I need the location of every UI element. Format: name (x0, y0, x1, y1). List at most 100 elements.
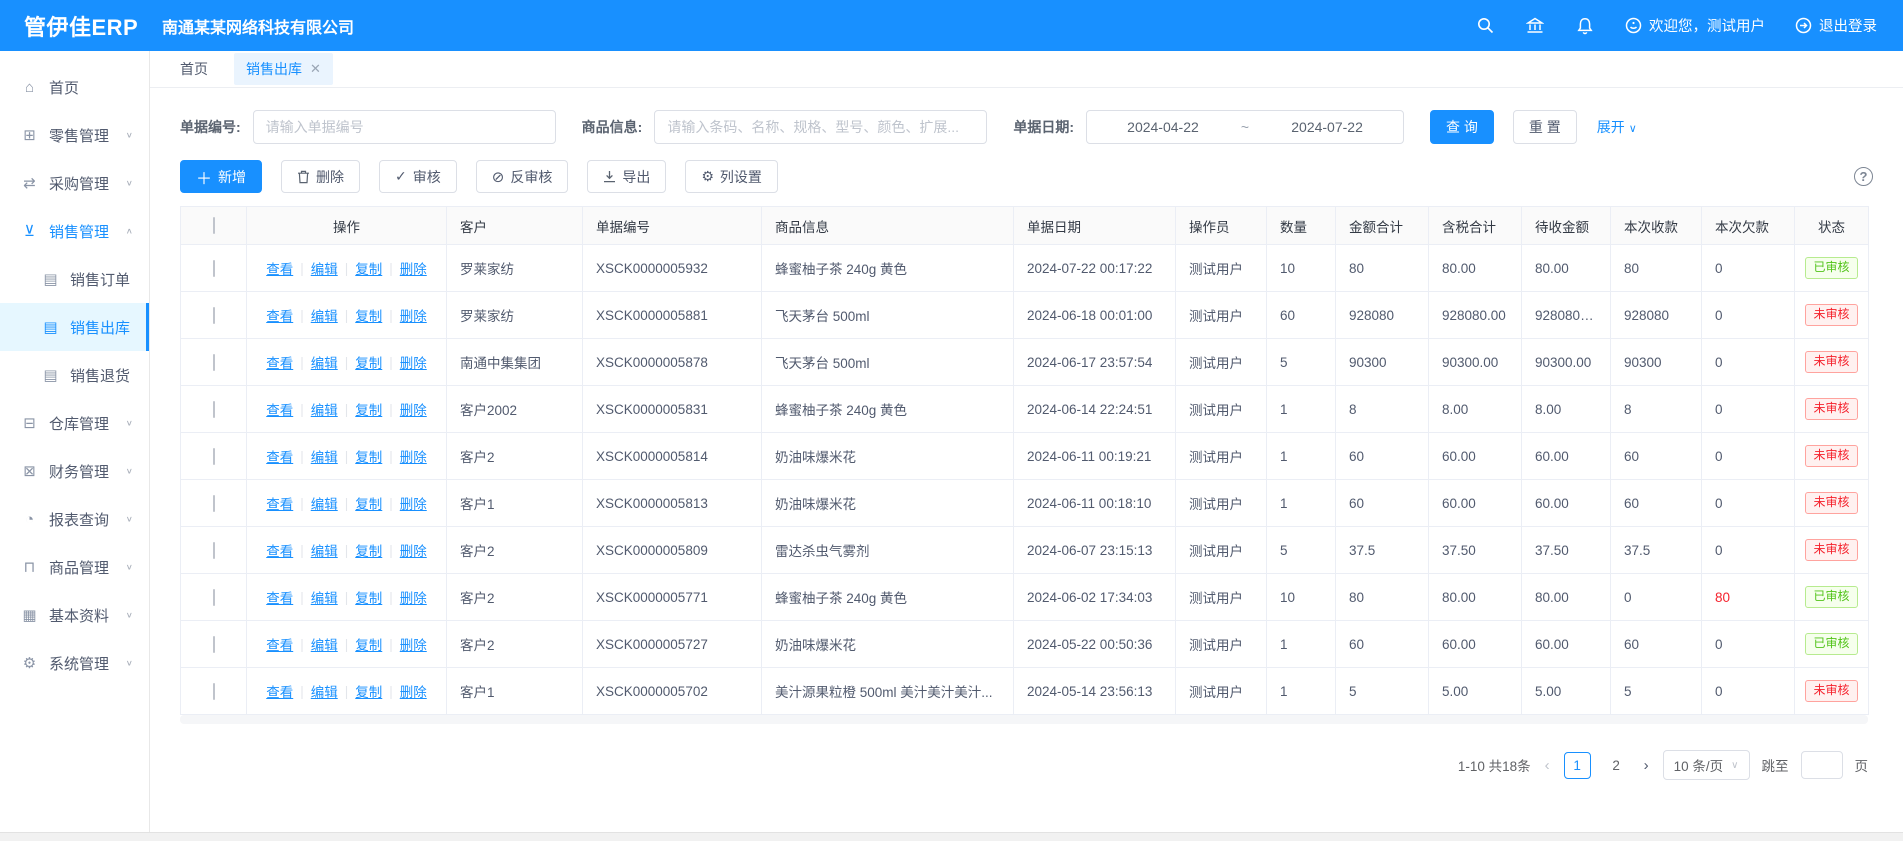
row-action-edit[interactable]: 编辑 (310, 309, 338, 324)
action-separator: | (389, 636, 393, 652)
unaudit-button[interactable]: ⊘ 反审核 (475, 160, 569, 193)
sidebar-item-label: 零售管理 (49, 127, 110, 145)
chevron-down-icon: ∨ (125, 466, 133, 476)
row-checkbox[interactable] (212, 682, 215, 700)
sidebar-item-sales-order[interactable]: ▤ 销售订单 (0, 255, 149, 303)
help-icon[interactable]: ? (1854, 167, 1873, 186)
row-action-edit[interactable]: 编辑 (310, 403, 338, 418)
row-action-delete[interactable]: 删除 (399, 591, 427, 606)
page-1-button[interactable]: 1 (1563, 751, 1591, 779)
row-action-copy[interactable]: 复制 (355, 356, 383, 371)
row-action-delete[interactable]: 删除 (399, 356, 427, 371)
row-action-edit[interactable]: 编辑 (310, 685, 338, 700)
delete-button[interactable]: 删除 (281, 160, 361, 193)
row-action-edit[interactable]: 编辑 (310, 262, 338, 277)
tab-sales-outbound[interactable]: 销售出库 ✕ (234, 53, 333, 85)
row-action-edit[interactable]: 编辑 (310, 591, 338, 606)
sidebar-item-sales-return[interactable]: ▤ 销售退货 (0, 351, 149, 399)
sidebar-item-goods[interactable]: ⊓ 商品管理 ∨ (0, 543, 149, 591)
row-action-copy[interactable]: 复制 (355, 403, 383, 418)
user-welcome[interactable]: 欢迎您，测试用户 (1625, 15, 1765, 36)
row-action-delete[interactable]: 删除 (399, 262, 427, 277)
sidebar-item-purchase[interactable]: ⇄ 采购管理 ∨ (0, 159, 149, 207)
row-operator: 测试用户 (1175, 667, 1267, 715)
page-2-button[interactable]: 2 (1612, 757, 1620, 773)
row-checkbox[interactable] (212, 635, 215, 653)
row-checkbox[interactable] (212, 588, 215, 606)
audit-button[interactable]: ✓ 审核 (379, 160, 457, 193)
row-action-copy[interactable]: 复制 (355, 638, 383, 653)
window-bottom-scrollbar[interactable] (0, 832, 1903, 841)
row-action-delete[interactable]: 删除 (399, 544, 427, 559)
sidebar-item-basic-data[interactable]: ▦ 基本资料 ∨ (0, 591, 149, 639)
row-checkbox[interactable] (212, 447, 215, 465)
row-action-copy[interactable]: 复制 (355, 544, 383, 559)
sidebar-item-finance[interactable]: ⊠ 财务管理 ∨ (0, 447, 149, 495)
row-action-view[interactable]: 查看 (266, 356, 294, 371)
bank-icon[interactable] (1525, 16, 1545, 36)
column-settings-button[interactable]: ⚙ 列设置 (685, 160, 778, 193)
row-checkbox[interactable] (212, 541, 215, 559)
row-action-copy[interactable]: 复制 (355, 450, 383, 465)
row-action-view[interactable]: 查看 (266, 450, 294, 465)
bell-icon[interactable] (1575, 16, 1595, 36)
row-action-edit[interactable]: 编辑 (310, 638, 338, 653)
row-checkbox[interactable] (212, 400, 215, 418)
select-all-checkbox[interactable] (212, 217, 215, 234)
row-action-delete[interactable]: 删除 (399, 403, 427, 418)
row-action-view[interactable]: 查看 (266, 638, 294, 653)
expand-link[interactable]: 展开 ∨ (1596, 119, 1637, 135)
row-action-delete[interactable]: 删除 (399, 309, 427, 324)
product-info-input[interactable] (667, 119, 975, 135)
date-range-picker[interactable]: 2024-04-22 ~ 2024-07-22 (1086, 110, 1405, 144)
sidebar-item-reports[interactable]: ◔ 报表查询 ∨ (0, 495, 149, 543)
row-action-delete[interactable]: 删除 (399, 497, 427, 512)
tab-close-icon[interactable]: ✕ (310, 61, 321, 76)
table-horizontal-scrollbar[interactable] (180, 715, 1868, 724)
jump-page-input[interactable] (1800, 751, 1843, 779)
prev-page-icon[interactable]: ‹ (1544, 756, 1550, 774)
product-info-label: 商品信息: (581, 119, 643, 135)
sidebar-item-warehouse[interactable]: ⊟ 仓库管理 ∨ (0, 399, 149, 447)
row-action-view[interactable]: 查看 (266, 544, 294, 559)
row-action-edit[interactable]: 编辑 (310, 544, 338, 559)
row-action-delete[interactable]: 删除 (399, 685, 427, 700)
row-checkbox[interactable] (212, 259, 215, 277)
sidebar-item-sales-outbound[interactable]: ▤ 销售出库 (0, 303, 149, 351)
row-action-view[interactable]: 查看 (266, 685, 294, 700)
page-size-select[interactable]: 10 条/页 ∨ (1662, 750, 1750, 780)
row-action-delete[interactable]: 删除 (399, 450, 427, 465)
search-icon[interactable] (1475, 16, 1495, 36)
row-action-copy[interactable]: 复制 (355, 497, 383, 512)
row-action-view[interactable]: 查看 (266, 309, 294, 324)
row-action-edit[interactable]: 编辑 (310, 450, 338, 465)
row-action-view[interactable]: 查看 (266, 497, 294, 512)
row-action-view[interactable]: 查看 (266, 403, 294, 418)
date-to[interactable]: 2024-07-22 (1291, 119, 1363, 135)
row-action-view[interactable]: 查看 (266, 262, 294, 277)
row-action-edit[interactable]: 编辑 (310, 497, 338, 512)
add-button[interactable]: ＋ 新增 (180, 160, 263, 193)
row-action-copy[interactable]: 复制 (355, 591, 383, 606)
reset-button[interactable]: 重 置 (1512, 110, 1577, 144)
date-from[interactable]: 2024-04-22 (1127, 119, 1199, 135)
row-action-copy[interactable]: 复制 (355, 262, 383, 277)
sidebar-item-system[interactable]: ⚙ 系统管理 ∨ (0, 639, 149, 687)
export-button[interactable]: 导出 (587, 160, 667, 193)
row-action-view[interactable]: 查看 (266, 591, 294, 606)
tab-home[interactable]: 首页 (180, 61, 208, 77)
row-checkbox[interactable] (212, 353, 215, 371)
sidebar-item-home[interactable]: ⌂ 首页 (0, 63, 149, 111)
next-page-icon[interactable]: › (1643, 756, 1649, 774)
row-action-delete[interactable]: 删除 (399, 638, 427, 653)
sidebar-item-retail[interactable]: ⊞ 零售管理 ∨ (0, 111, 149, 159)
search-button[interactable]: 查 询 (1430, 110, 1494, 144)
bill-no-input[interactable] (265, 119, 543, 135)
row-action-copy[interactable]: 复制 (355, 309, 383, 324)
row-action-copy[interactable]: 复制 (355, 685, 383, 700)
logout-button[interactable]: 退出登录 (1795, 15, 1877, 36)
row-action-edit[interactable]: 编辑 (310, 356, 338, 371)
row-checkbox[interactable] (212, 494, 215, 512)
sidebar-item-sales[interactable]: ⊻ 销售管理 ∧ (0, 207, 149, 255)
row-checkbox[interactable] (212, 306, 215, 324)
